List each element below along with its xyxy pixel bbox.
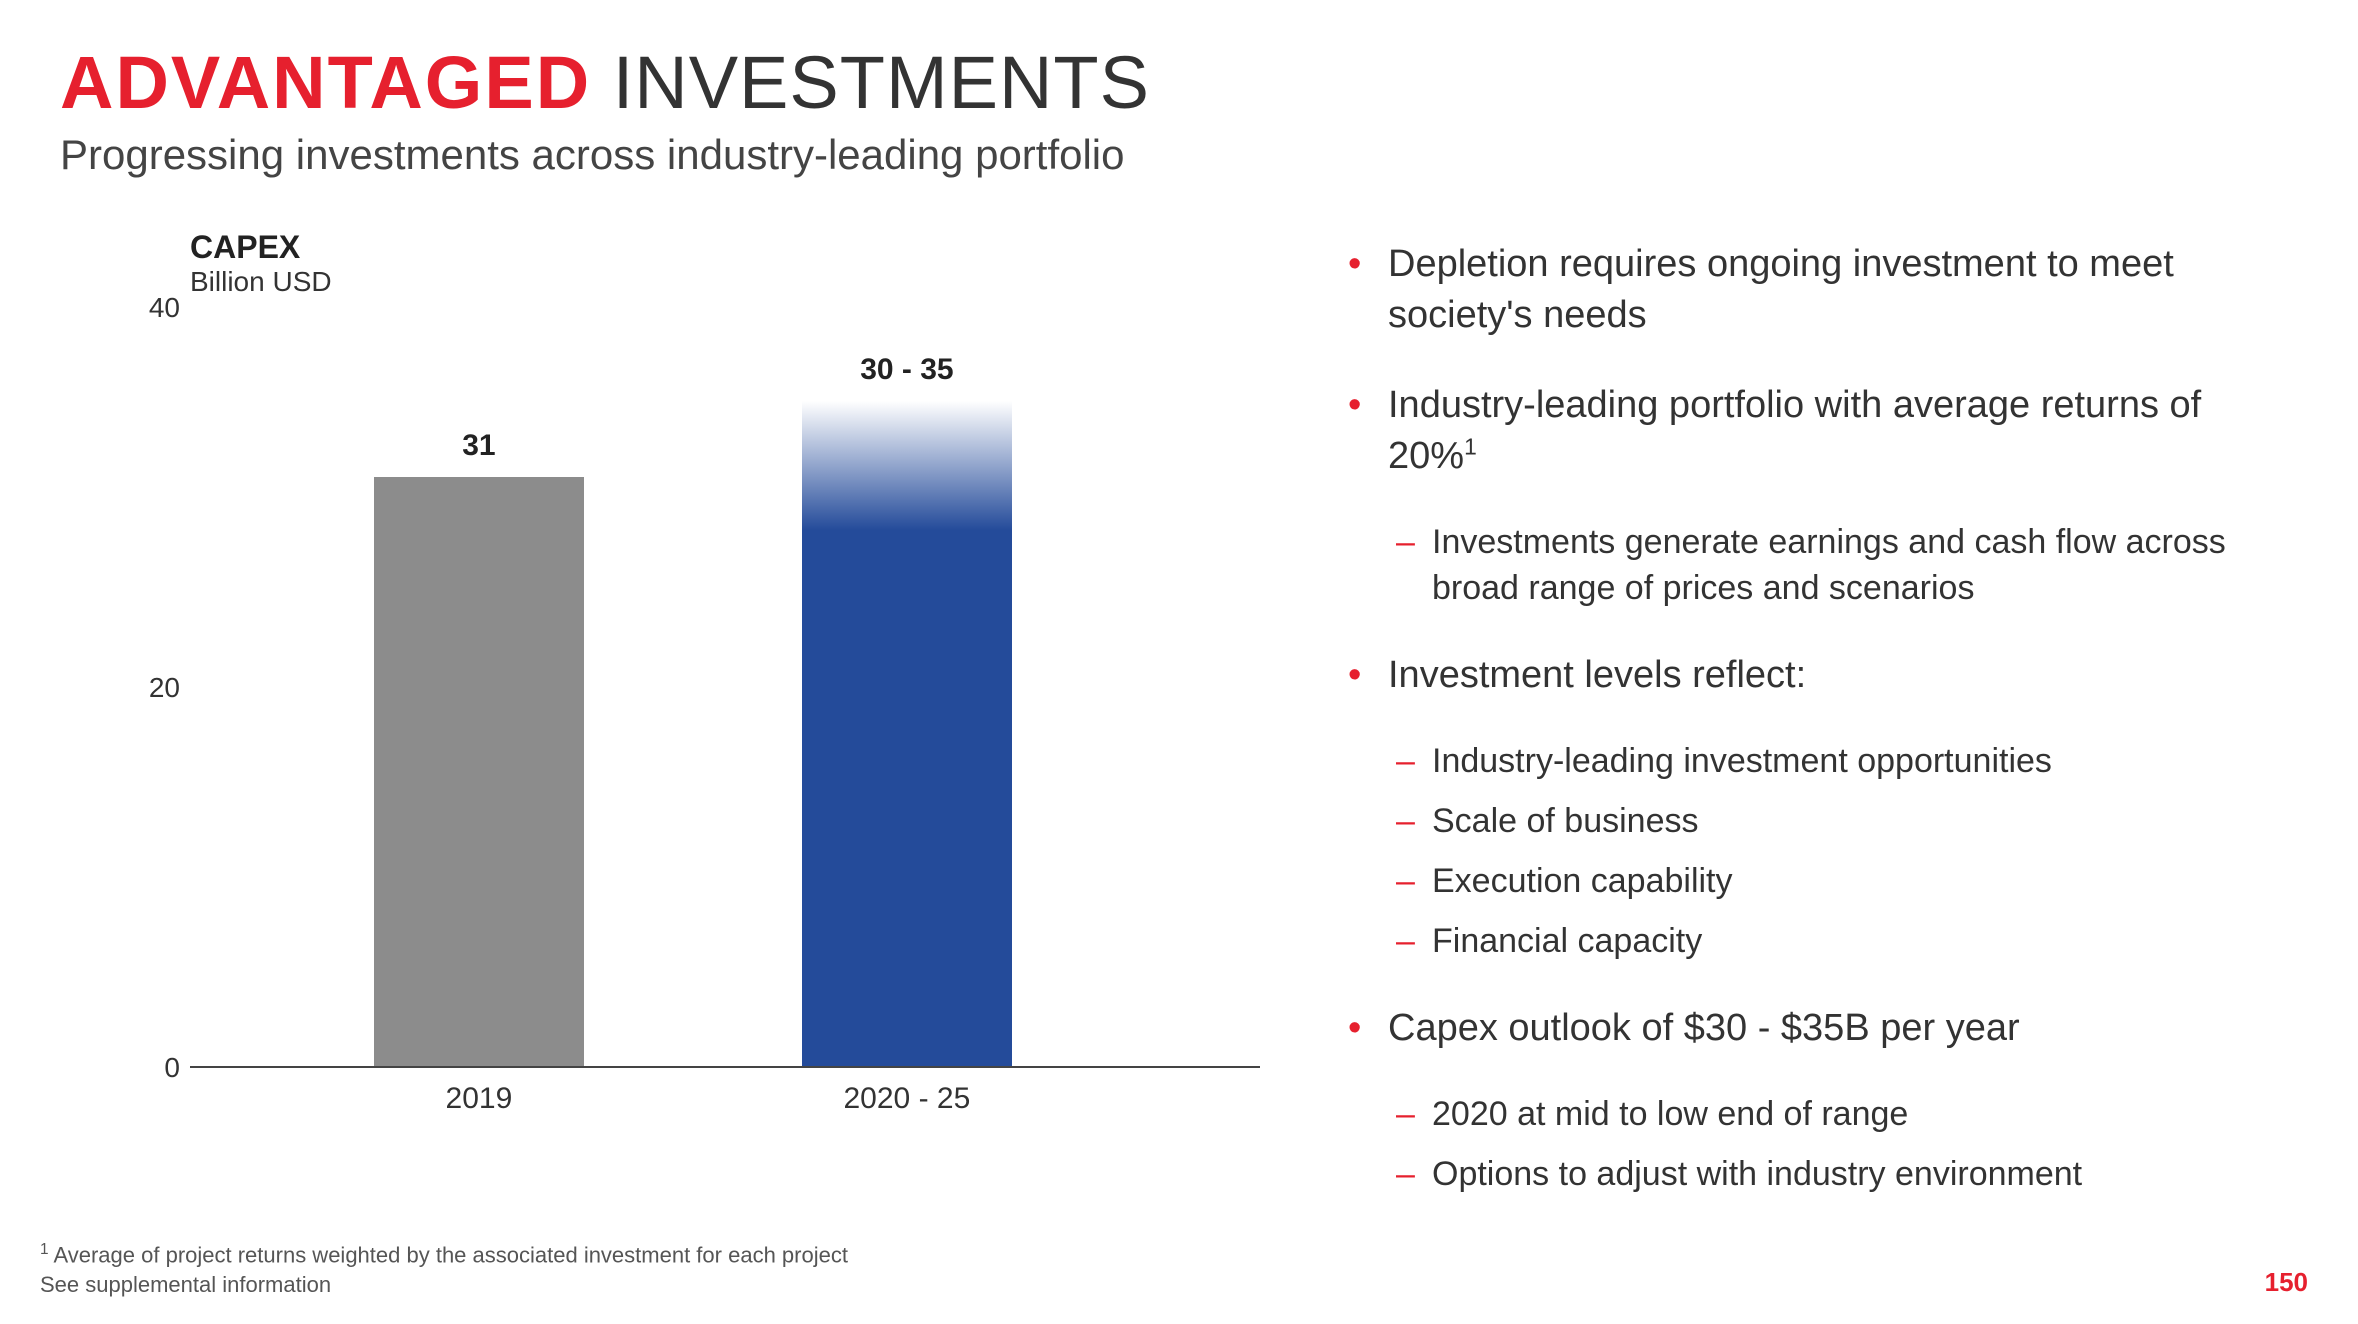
- bullet-level-2: –Financial capacity: [1340, 919, 2258, 965]
- bullet-list: • Depletion requires ongoing investment t…: [1340, 229, 2298, 1236]
- bar-value-label: 30 - 35: [860, 353, 953, 387]
- bullet-text: Capex outlook of $30 - $35B per year: [1388, 1007, 2020, 1049]
- x-tick-label: 2019: [446, 1082, 513, 1116]
- slide: ADVANTAGED INVESTMENTS Progressing inves…: [0, 0, 2358, 1324]
- bullet-level-2: –Investments generate earnings and cash …: [1340, 520, 2258, 612]
- bullet-text: Industry-leading portfolio with average …: [1388, 384, 2201, 477]
- bullet-marker: •: [1348, 650, 1361, 701]
- page-number: 150: [2265, 1267, 2308, 1298]
- bullet-marker: –: [1396, 739, 1415, 785]
- bullet-level-1: • Investment levels reflect:: [1340, 650, 2258, 701]
- y-tick: 20: [149, 672, 180, 704]
- footnote-text: Average of project returns weighted by t…: [49, 1243, 848, 1268]
- footnote-line: 1 Average of project returns weighted by…: [40, 1240, 848, 1270]
- bullet-marker: •: [1348, 239, 1361, 290]
- bullet-level-1: • Depletion requires ongoing investment t…: [1340, 239, 2258, 342]
- bullet-text: 2020 at mid to low end of range: [1432, 1095, 1908, 1133]
- chart-plot: 02040 3130 - 35: [190, 308, 1260, 1068]
- bullet-marker: –: [1396, 1152, 1415, 1198]
- superscript: 1: [1464, 433, 1477, 459]
- bar: 31: [374, 477, 584, 1066]
- slide-title: ADVANTAGED INVESTMENTS: [60, 40, 2298, 125]
- y-axis: 02040: [140, 308, 190, 1068]
- content-row: CAPEX Billion USD 02040 3130 - 35 201920…: [60, 229, 2298, 1236]
- plot-area: 31 30 - 35: [190, 308, 1260, 1068]
- bar-fill: [802, 401, 1012, 1066]
- bullet-level-2: –2020 at mid to low end of range: [1340, 1092, 2258, 1138]
- bullet-text: Investment levels reflect:: [1388, 654, 1806, 696]
- bullet-marker: –: [1396, 859, 1415, 905]
- chart-header: CAPEX Billion USD: [190, 229, 1260, 298]
- bullet-marker: •: [1348, 1003, 1361, 1054]
- footnote-sup: 1: [40, 1241, 49, 1258]
- y-tick: 0: [164, 1052, 180, 1084]
- title-block: ADVANTAGED INVESTMENTS Progressing inves…: [60, 40, 2298, 179]
- bullet-level-2: –Options to adjust with industry environ…: [1340, 1152, 2258, 1198]
- bullet-text: Depletion requires ongoing investment to…: [1388, 243, 2174, 336]
- bullet-level-1: • Industry-leading portfolio with average…: [1340, 380, 2258, 483]
- x-tick-label: 2020 - 25: [844, 1082, 971, 1116]
- title-accent: ADVANTAGED: [60, 41, 591, 124]
- bullet-text: Financial capacity: [1432, 922, 1702, 960]
- footnotes: 1 Average of project returns weighted by…: [40, 1240, 848, 1300]
- slide-subtitle: Progressing investments across industry-…: [60, 131, 2298, 179]
- bullet-ul: • Depletion requires ongoing investment t…: [1340, 239, 2258, 1198]
- bullet-marker: –: [1396, 919, 1415, 965]
- y-tick: 40: [149, 292, 180, 324]
- bullet-text: Scale of business: [1432, 802, 1699, 840]
- footnote-line: See supplemental information: [40, 1270, 848, 1300]
- bullet-text: Execution capability: [1432, 862, 1733, 900]
- bullet-level-2: –Industry-leading investment opportuniti…: [1340, 739, 2258, 785]
- bullet-level-1: • Capex outlook of $30 - $35B per year: [1340, 1003, 2258, 1054]
- bar-value-label: 31: [462, 429, 495, 463]
- bullet-text: Investments generate earnings and cash f…: [1432, 523, 2226, 607]
- bullet-level-2: –Execution capability: [1340, 859, 2258, 905]
- bar-fill: [374, 477, 584, 1066]
- bullet-text: Industry-leading investment opportunitie…: [1432, 742, 2052, 780]
- bullet-text: Options to adjust with industry environm…: [1432, 1155, 2082, 1193]
- bullet-marker: •: [1348, 380, 1361, 431]
- bullet-level-2: –Scale of business: [1340, 799, 2258, 845]
- title-rest: INVESTMENTS: [591, 41, 1150, 124]
- chart-title: CAPEX: [190, 229, 1260, 266]
- capex-chart: CAPEX Billion USD 02040 3130 - 35 201920…: [60, 229, 1260, 1236]
- x-axis: 2019 2020 - 25: [190, 1068, 1260, 1128]
- chart-unit: Billion USD: [190, 266, 1260, 298]
- bullet-marker: –: [1396, 1092, 1415, 1138]
- footnote-text: See supplemental information: [40, 1272, 331, 1297]
- bullet-marker: –: [1396, 799, 1415, 845]
- bullet-marker: –: [1396, 520, 1415, 566]
- bar: 30 - 35: [802, 401, 1012, 1066]
